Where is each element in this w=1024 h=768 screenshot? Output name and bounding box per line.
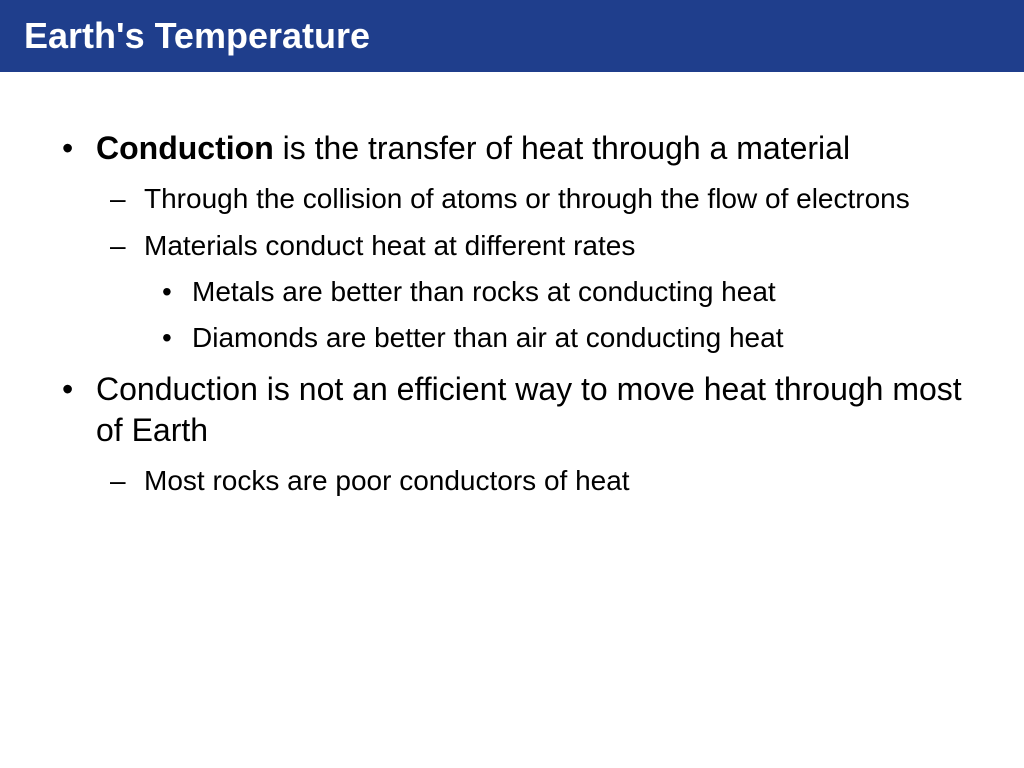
- bullet-item: Most rocks are poor conductors of heat: [96, 462, 976, 500]
- bullet-text: Conduction is not an efficient way to mo…: [96, 371, 962, 449]
- slide-title: Earth's Temperature: [24, 15, 370, 57]
- bullet-list-level2: Most rocks are poor conductors of heat: [96, 462, 976, 500]
- bullet-text: Most rocks are poor conductors of heat: [144, 465, 630, 496]
- bullet-list-level1: Conduction is the transfer of heat throu…: [48, 128, 976, 500]
- bullet-text: Through the collision of atoms or throug…: [144, 183, 910, 214]
- term-bold: Conduction: [96, 130, 274, 166]
- bullet-item: Conduction is not an efficient way to mo…: [48, 369, 976, 500]
- bullet-item: Conduction is the transfer of heat throu…: [48, 128, 976, 357]
- slide-content: Conduction is the transfer of heat throu…: [0, 72, 1024, 500]
- bullet-item: Metals are better than rocks at conducti…: [144, 273, 976, 311]
- slide-title-bar: Earth's Temperature: [0, 0, 1024, 72]
- bullet-item: Materials conduct heat at different rate…: [96, 227, 976, 356]
- bullet-item: Diamonds are better than air at conducti…: [144, 319, 976, 357]
- bullet-text: Metals are better than rocks at conducti…: [192, 276, 776, 307]
- bullet-list-level3: Metals are better than rocks at conducti…: [144, 273, 976, 357]
- bullet-item: Through the collision of atoms or throug…: [96, 180, 976, 218]
- bullet-text: Materials conduct heat at different rate…: [144, 230, 635, 261]
- bullet-list-level2: Through the collision of atoms or throug…: [96, 180, 976, 357]
- bullet-text: Diamonds are better than air at conducti…: [192, 322, 783, 353]
- bullet-text: is the transfer of heat through a materi…: [274, 130, 850, 166]
